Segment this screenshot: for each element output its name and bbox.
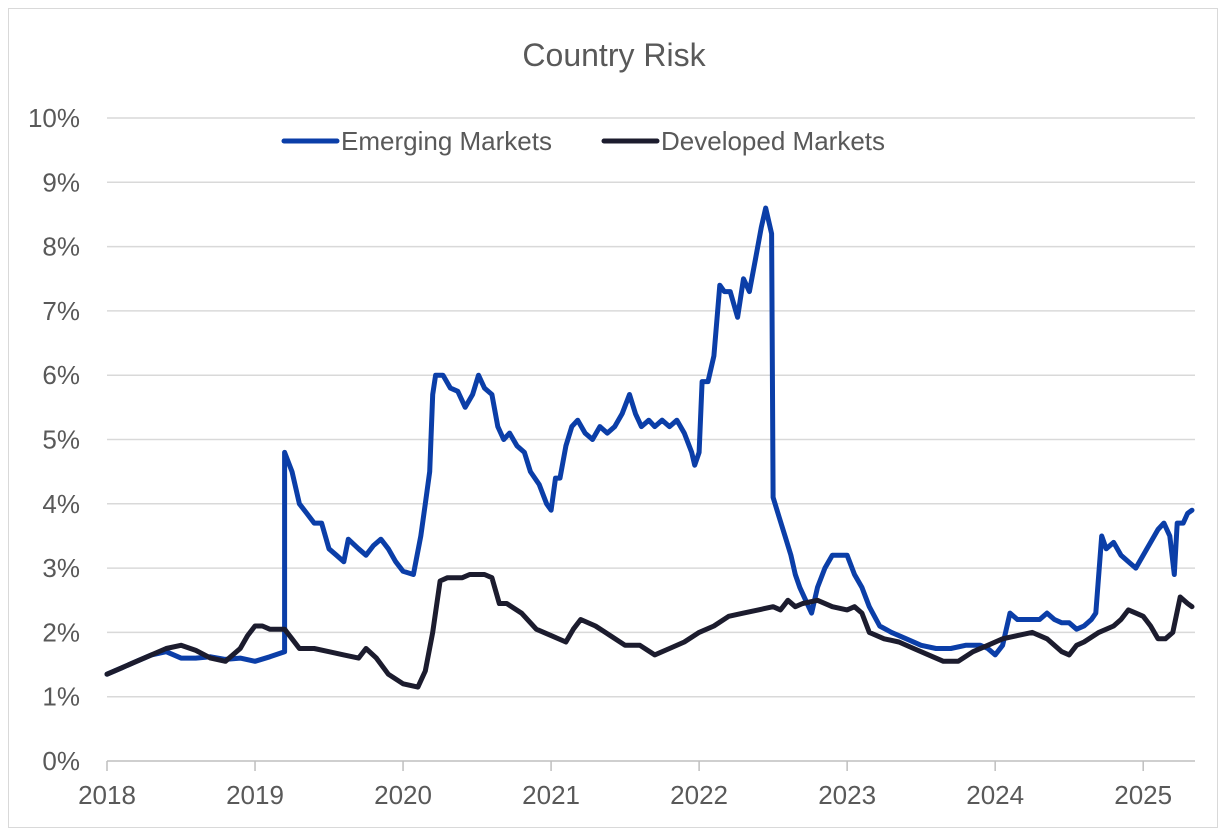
y-tick-label: 1%: [42, 682, 80, 712]
y-tick-label: 0%: [42, 746, 80, 776]
x-tick-label: 2018: [78, 780, 136, 810]
series-line-developed-markets: [104, 572, 1195, 690]
legend-item-emerging-markets: Emerging Markets: [281, 126, 552, 156]
y-tick-label: 3%: [42, 553, 80, 583]
x-tick-label: 2019: [226, 780, 284, 810]
y-axis-ticks: 0% 1% 2% 3% 4% 5% 6% 7% 8% 9% 10%: [28, 103, 80, 776]
chart-title: Country Risk: [522, 37, 706, 73]
y-tick-label: 4%: [42, 489, 80, 519]
x-tick-label: 2025: [1114, 780, 1172, 810]
y-tick-label: 8%: [42, 232, 80, 262]
legend-label-emerging-markets: Emerging Markets: [341, 126, 552, 156]
x-tick-label: 2020: [374, 780, 432, 810]
x-tick-label: 2023: [818, 780, 876, 810]
x-axis-ticks: 2018 2019 2020 2021 2022 2023 2024 2025: [78, 761, 1172, 810]
gridlines: [107, 117, 1195, 762]
series-lines: [104, 205, 1195, 690]
y-tick-label: 2%: [42, 617, 80, 647]
y-tick-label: 9%: [42, 167, 80, 197]
y-tick-label: 10%: [28, 103, 80, 133]
y-tick-label: 6%: [42, 360, 80, 390]
line-chart: Country Risk 0% 1% 2% 3% 4% 5% 6% 7% 8% 9% 10% 201…: [28, 37, 1195, 810]
y-tick-label: 5%: [42, 425, 80, 455]
x-tick-label: 2022: [670, 780, 728, 810]
x-tick-label: 2024: [966, 780, 1024, 810]
chart-frame: Country Risk 0% 1% 2% 3% 4% 5% 6% 7% 8% 9% 10% 201…: [8, 8, 1218, 828]
chart-legend: Emerging Markets Developed Markets: [281, 126, 885, 156]
x-tick-label: 2021: [522, 780, 580, 810]
legend-item-developed-markets: Developed Markets: [601, 126, 885, 156]
series-line-emerging-markets: [104, 205, 1195, 677]
y-tick-label: 7%: [42, 296, 80, 326]
legend-label-developed-markets: Developed Markets: [661, 126, 885, 156]
